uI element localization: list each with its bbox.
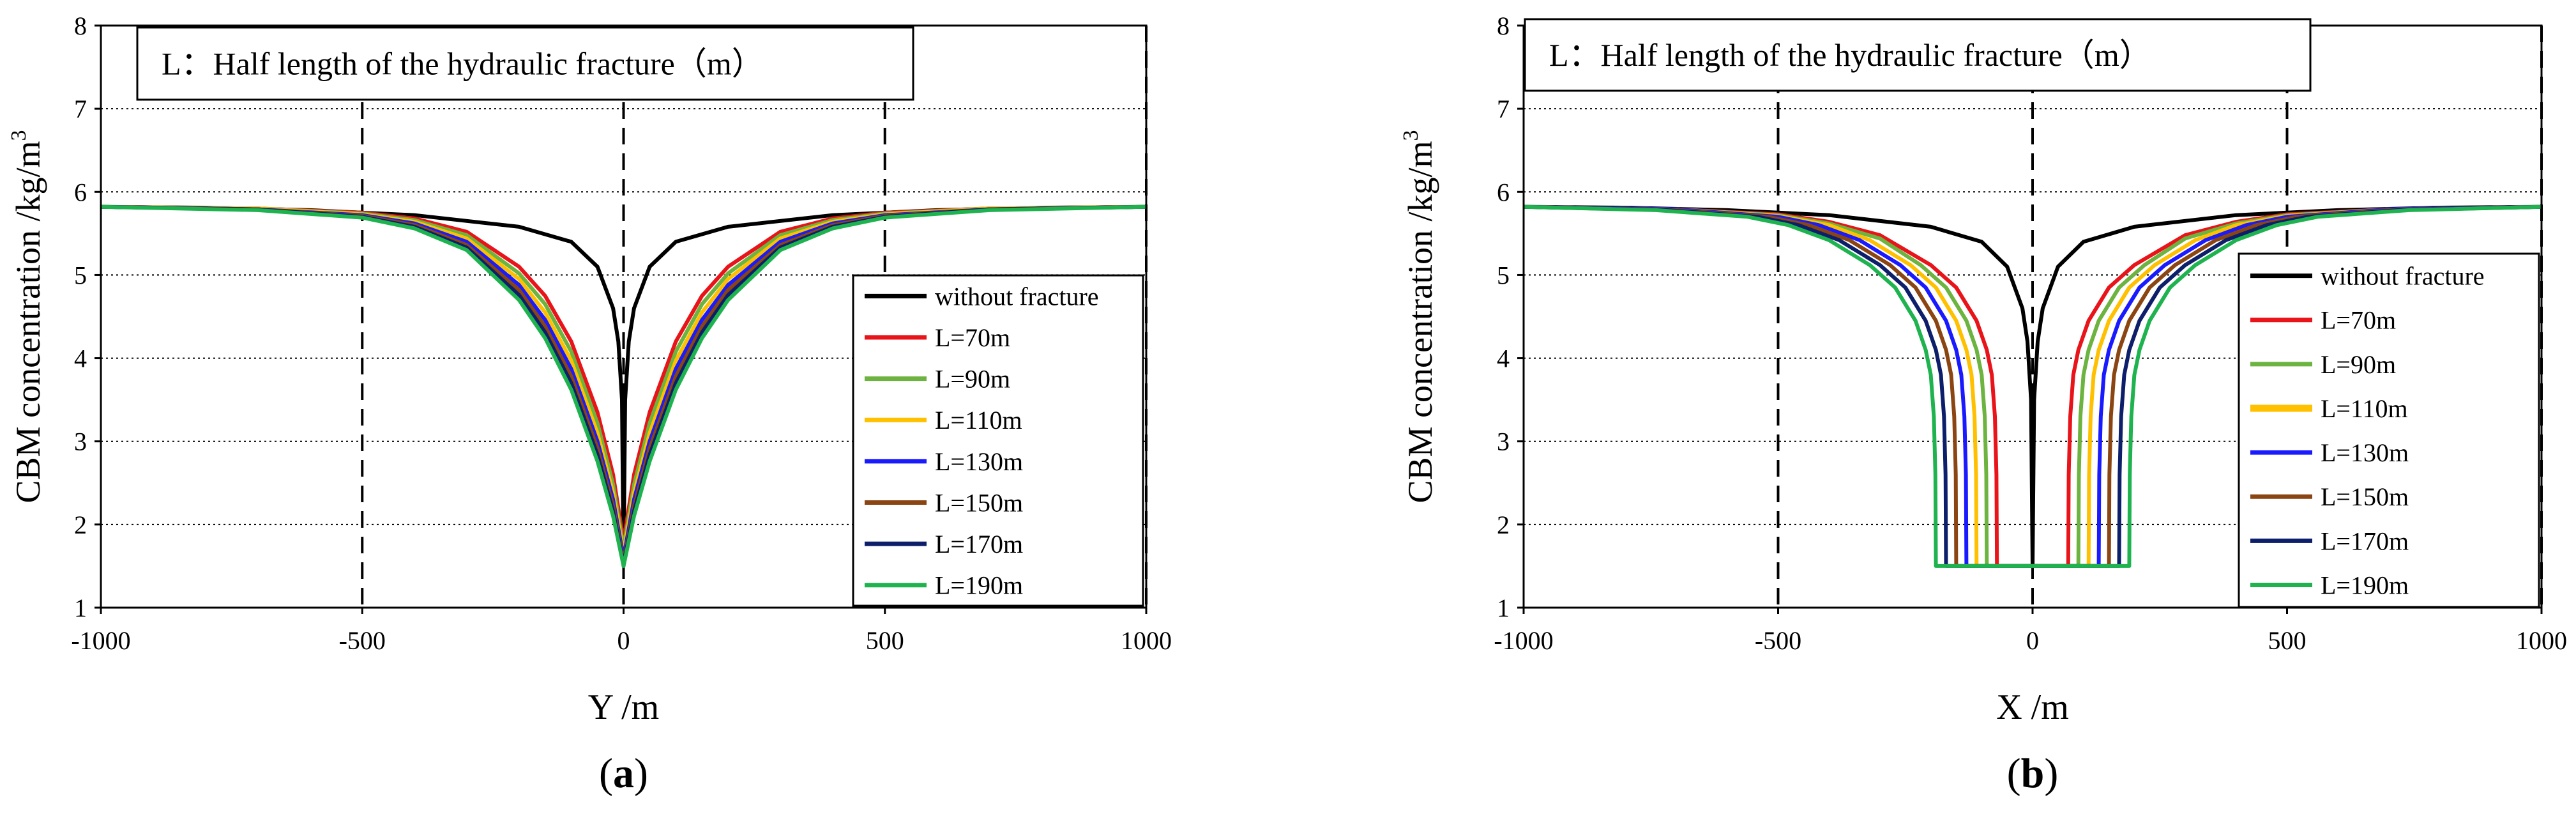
- legend-label: L=190m: [935, 571, 1023, 600]
- y-tick-label: 8: [74, 12, 87, 40]
- x-tick-label: -500: [339, 626, 386, 655]
- legend-box: [2238, 252, 2540, 608]
- y-axis-label-text: CBM concentration /kg/m: [9, 141, 47, 503]
- legend-label: L=190m: [2321, 571, 2409, 599]
- y-tick-label: 4: [1497, 344, 1510, 373]
- y-axis-label-text: CBM concentration /kg/m: [1401, 141, 1439, 503]
- legend-label: L=70m: [2321, 306, 2396, 335]
- y-tick-label: 2: [1497, 511, 1510, 539]
- panel-label-letter: b: [2021, 750, 2045, 797]
- legend-label: without fracture: [935, 282, 1099, 311]
- legend-label: L=110m: [935, 406, 1022, 434]
- y-tick-label: 1: [74, 594, 87, 622]
- panel-label: (b): [2007, 750, 2059, 797]
- y-axis-label-superscript: 3: [1399, 130, 1423, 141]
- legend-label: without fracture: [2321, 262, 2485, 291]
- x-tick-label: 1000: [2516, 626, 2567, 655]
- x-tick-label: 0: [2026, 626, 2039, 655]
- y-axis-label-superscript: 3: [7, 130, 31, 141]
- y-tick-label: 4: [74, 344, 87, 373]
- x-tick-label: -1000: [71, 626, 130, 655]
- x-axis-label: X /m: [1996, 688, 2069, 727]
- legend-label: L=130m: [935, 447, 1023, 476]
- annotation-text: L：Half length of the hydraulic fracture（…: [162, 46, 764, 82]
- panel-label-open: (: [599, 750, 613, 797]
- series-line: [101, 204, 1146, 568]
- legend-label: L=130m: [2321, 438, 2409, 467]
- x-tick-label: 0: [617, 626, 630, 655]
- y-tick-label: 7: [1497, 95, 1510, 123]
- y-tick-label: 1: [1497, 594, 1510, 622]
- x-tick-label: 500: [866, 626, 904, 655]
- y-tick-label: 5: [1497, 261, 1510, 289]
- legend-label: L=70m: [935, 323, 1010, 352]
- y-axis-label: CBM concentration /kg/m3: [1399, 130, 1439, 503]
- annotation-text: L：Half length of the hydraulic fracture（…: [1549, 37, 2151, 73]
- panel-label-open: (: [2007, 750, 2021, 797]
- y-tick-label: 5: [74, 261, 87, 289]
- legend-label: L=150m: [2321, 482, 2409, 511]
- x-tick-label: -500: [1755, 626, 1801, 655]
- series-line: [1524, 204, 2542, 568]
- annotation-box: [136, 26, 914, 101]
- y-tick-label: 7: [74, 95, 87, 123]
- panel-label-letter: a: [613, 750, 634, 797]
- panel-label-close: ): [634, 750, 648, 797]
- legend-label: L=90m: [2321, 350, 2396, 379]
- legend-label: L=170m: [935, 530, 1023, 558]
- y-tick-label: 6: [1497, 178, 1510, 206]
- y-tick-label: 3: [1497, 427, 1510, 456]
- legend-label: L=110m: [2321, 394, 2408, 423]
- chart-panel-b: 1 2 3 4 5 6 7 8 -1000 -500 0 500 1000 X /m CBM concent…: [1399, 12, 2567, 797]
- annotation-box: [1524, 18, 2312, 92]
- panel-label: (a): [599, 750, 648, 797]
- x-axis-label: Y /m: [588, 688, 659, 727]
- legend-label: L=90m: [935, 365, 1010, 394]
- legend-label: L=170m: [2321, 526, 2409, 555]
- legend-label: L=150m: [935, 488, 1023, 517]
- y-tick-label: 6: [74, 178, 87, 206]
- x-tick-label: 500: [2268, 626, 2307, 655]
- y-axis-label: CBM concentration /kg/m3: [7, 130, 47, 503]
- x-tick-label: -1000: [1494, 626, 1553, 655]
- panel-label-close: ): [2044, 750, 2058, 797]
- x-tick-label: 1000: [1121, 626, 1172, 655]
- y-tick-label: 2: [74, 511, 87, 539]
- chart-panel-a: 1 2 3 4 5 6 7 8 -1000 -500 0 500 1000 Y /m CBM concent…: [7, 12, 1172, 797]
- y-tick-label: 3: [74, 427, 87, 456]
- legend-box: [852, 274, 1144, 607]
- y-tick-label: 8: [1497, 12, 1510, 40]
